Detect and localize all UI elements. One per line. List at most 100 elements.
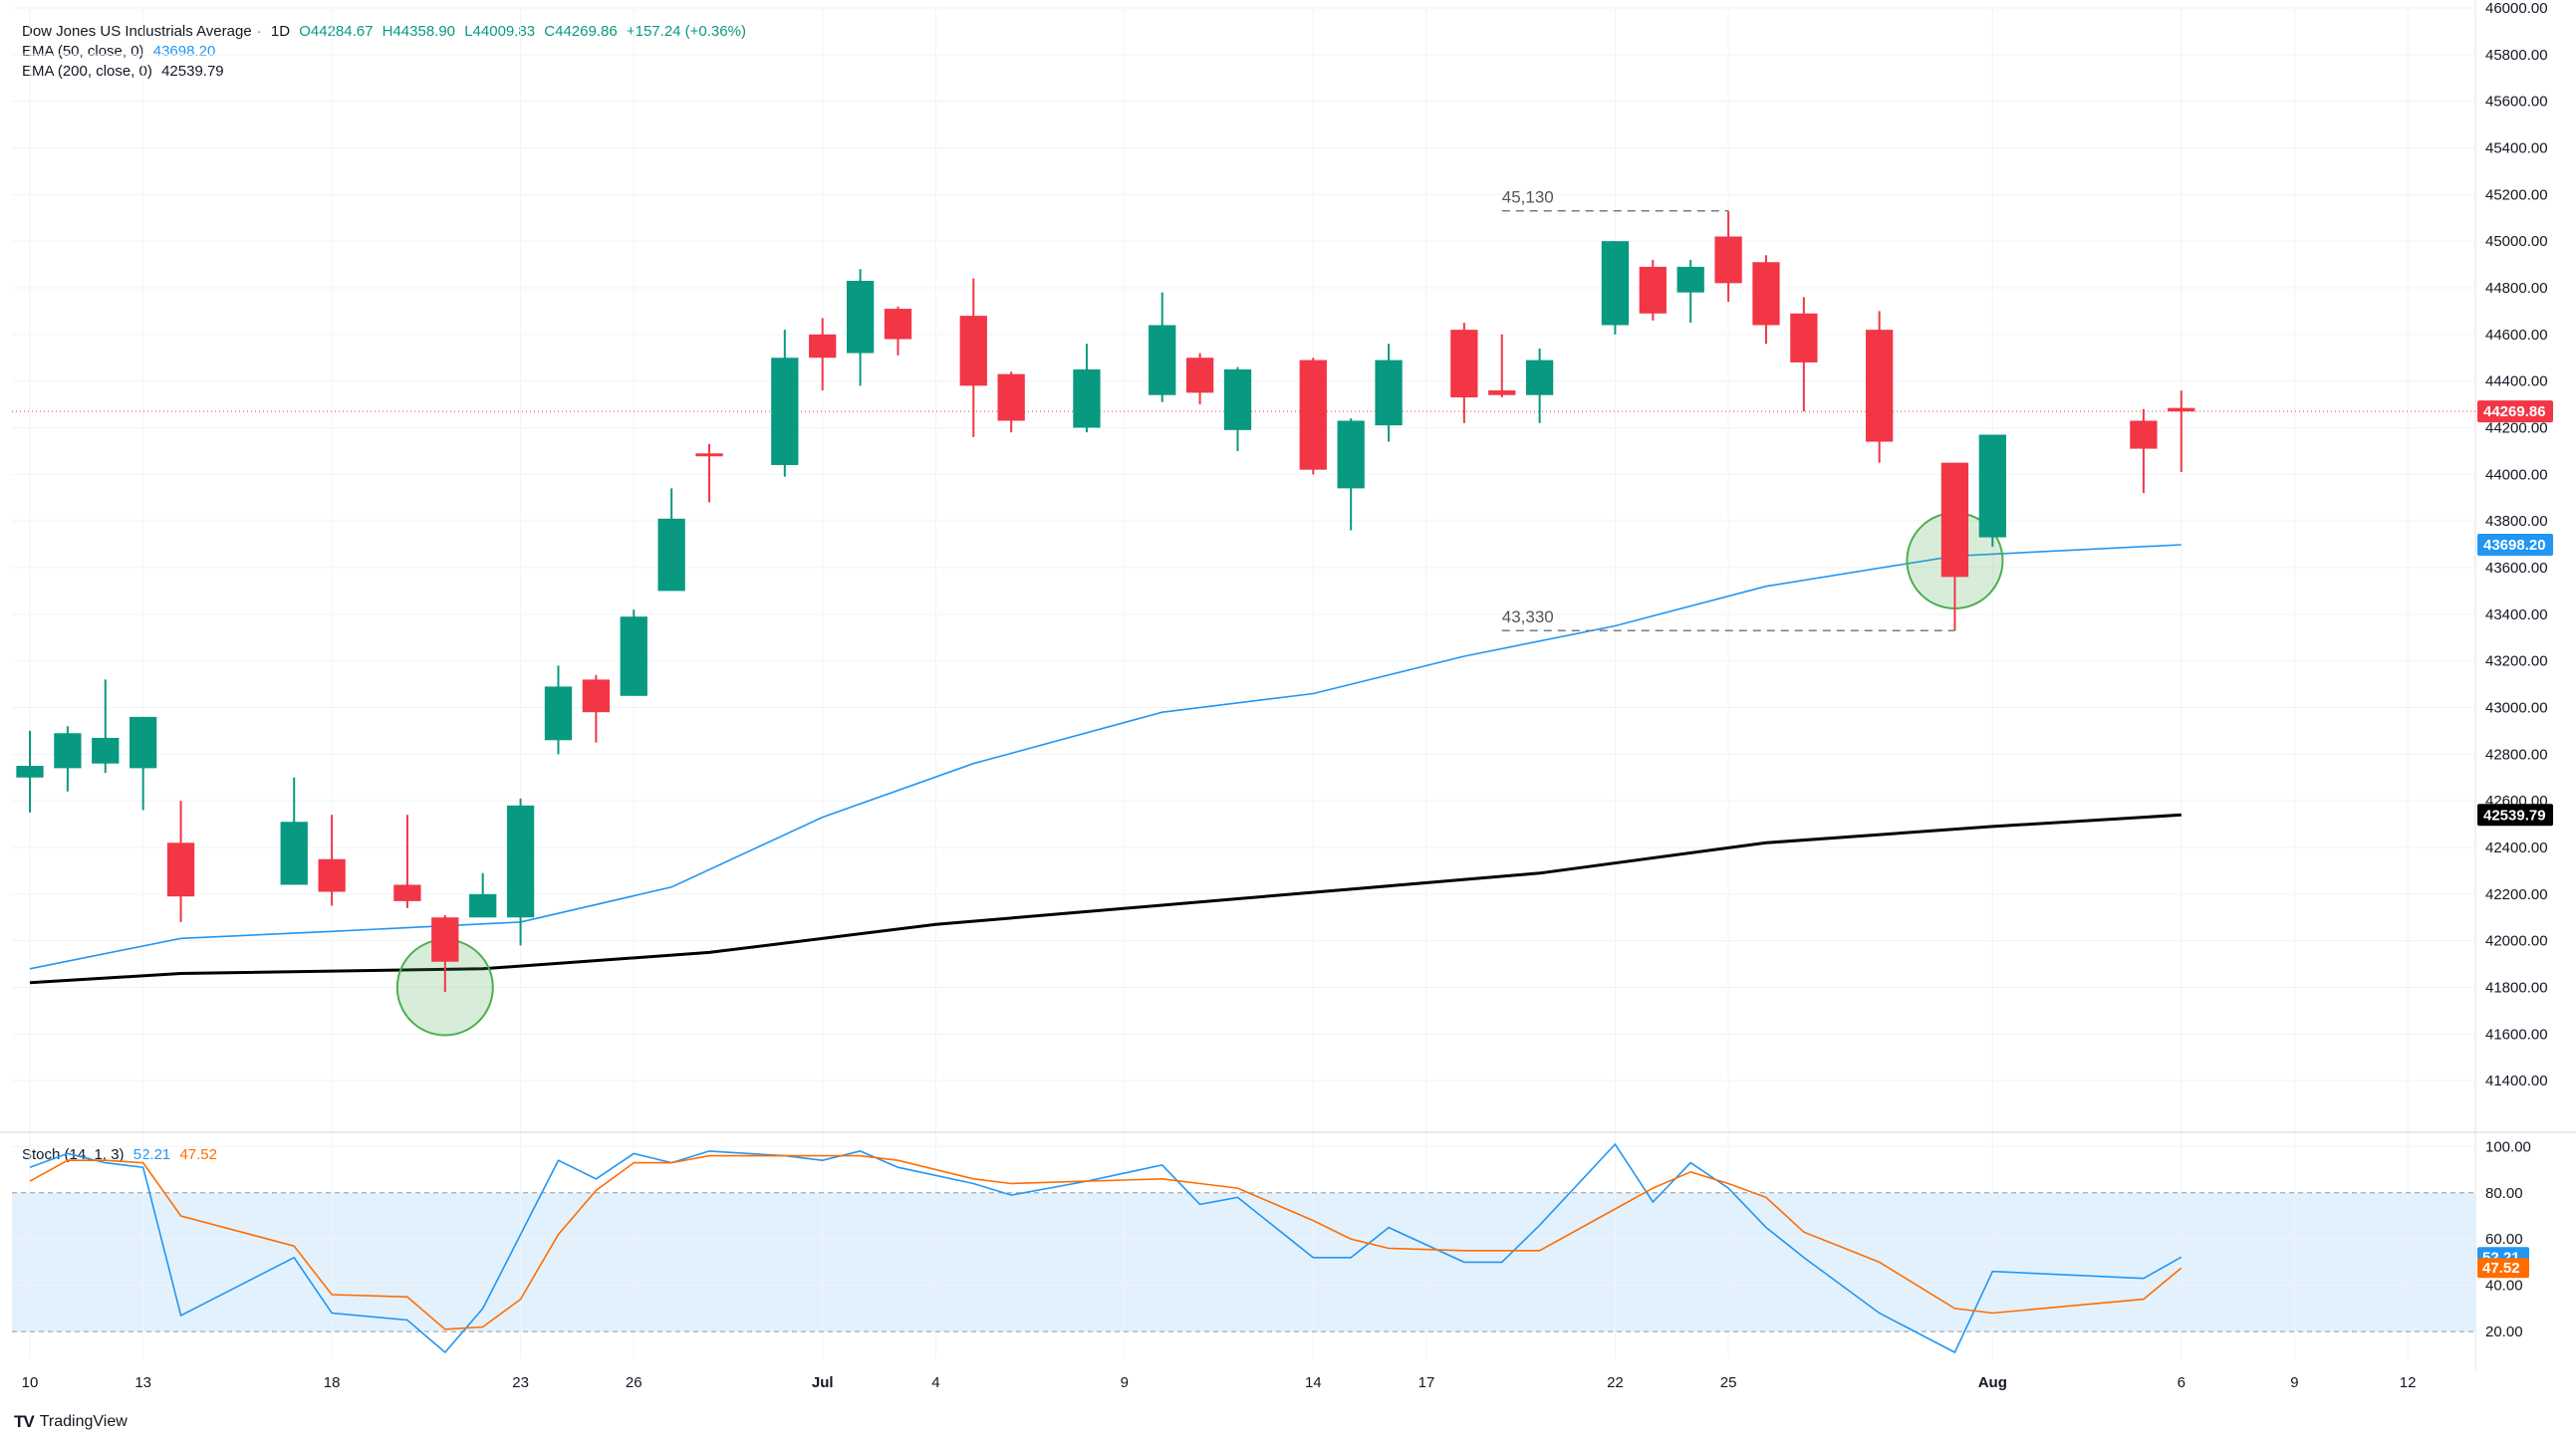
candle-body (620, 616, 647, 696)
y-tick-label: 45200.00 (2485, 186, 2548, 203)
candle[interactable] (1299, 358, 1327, 475)
candle[interactable] (2168, 390, 2195, 473)
candle-body (318, 858, 346, 892)
x-tick-label: 23 (512, 1374, 529, 1391)
legend-row-symbol: Dow Jones US Industrials Average · 1D O44… (22, 23, 746, 40)
x-tick-label: 9 (1121, 1374, 1129, 1391)
candle[interactable] (884, 306, 912, 356)
stoch-k-line[interactable] (29, 1142, 2183, 1354)
price-legend: Dow Jones US Industrials Average · 1D O44… (22, 22, 751, 82)
symbol-name[interactable]: Dow Jones US Industrials Average (22, 23, 252, 40)
stoch-y-tick-label: 40.00 (2485, 1278, 2523, 1295)
candle[interactable] (809, 318, 837, 391)
candle-body (1790, 313, 1818, 362)
candle[interactable] (1978, 434, 2006, 547)
y-tick-label: 42200.00 (2485, 886, 2548, 903)
y-tick-label: 43000.00 (2485, 700, 2548, 717)
candle[interactable] (1223, 366, 1252, 451)
candle[interactable] (280, 777, 308, 885)
candle[interactable] (582, 674, 610, 743)
candle[interactable] (959, 278, 987, 437)
candle[interactable] (1790, 297, 1818, 412)
candle[interactable] (166, 801, 195, 922)
candle[interactable] (1185, 353, 1214, 405)
candle-body (1450, 330, 1478, 398)
candle[interactable] (54, 726, 82, 792)
candle-body (393, 884, 421, 901)
stoch-d-line[interactable] (29, 1154, 2183, 1330)
candle-body (657, 518, 685, 592)
y-tick-label: 45600.00 (2485, 94, 2548, 111)
candle[interactable] (1752, 255, 1780, 345)
candle[interactable] (1639, 259, 1667, 321)
candle-body (54, 733, 82, 769)
ema200-label[interactable]: EMA (200, close, 0) (22, 63, 152, 80)
candle[interactable] (620, 609, 647, 696)
candle-body (16, 766, 44, 778)
ema50-label[interactable]: EMA (50, close, 0) (22, 43, 144, 60)
candle[interactable] (393, 815, 421, 908)
stoch-d-value: 47.52 (179, 1146, 217, 1163)
candle-body (846, 280, 875, 354)
y-tick-label: 43600.00 (2485, 560, 2548, 577)
y-tick-label: 45000.00 (2485, 233, 2548, 250)
candle[interactable] (657, 488, 685, 592)
x-tick-label: 10 (22, 1374, 39, 1391)
candle-body (1149, 325, 1176, 395)
candle[interactable] (1375, 344, 1403, 442)
candle[interactable] (1601, 241, 1630, 335)
tradingview-name: TradingView (39, 1413, 128, 1430)
candle-body (1676, 266, 1704, 293)
candle-body (166, 842, 195, 897)
candle-body (1978, 434, 2006, 538)
tradingview-logo[interactable]: TV TradingView (14, 1412, 128, 1432)
stoch-axis-marker-bg (2477, 1258, 2529, 1279)
candle-body (129, 716, 157, 769)
stoch-y-tick-label: 20.00 (2485, 1323, 2523, 1340)
price-axis-marker: 44269.86 (2477, 400, 2553, 423)
ema200-line[interactable] (29, 813, 2182, 985)
candle[interactable] (997, 371, 1025, 433)
candle[interactable] (1714, 210, 1742, 303)
candle[interactable] (771, 330, 799, 477)
candle[interactable] (1337, 418, 1365, 531)
candle[interactable] (1866, 311, 1894, 463)
interval-label[interactable]: 1D (270, 23, 291, 40)
candle[interactable] (695, 443, 723, 503)
candle-body (959, 316, 987, 386)
change-value: +157.24 (+0.36%) (626, 23, 746, 40)
stoch-k-value: 52.21 (132, 1146, 171, 1163)
ema50-line[interactable] (29, 544, 2182, 970)
candle[interactable] (846, 269, 875, 386)
candle[interactable] (1525, 348, 1554, 423)
candle-body (771, 358, 799, 465)
price-axis-marker-bg (2477, 534, 2553, 557)
candle[interactable] (1676, 259, 1704, 324)
candle[interactable] (129, 716, 157, 811)
candle[interactable] (1450, 323, 1478, 423)
candle-body (280, 822, 308, 885)
candle[interactable] (1073, 344, 1101, 433)
candle[interactable] (16, 730, 44, 813)
stoch-y-tick-label: 100.00 (2485, 1138, 2531, 1155)
stoch-band (12, 1192, 2475, 1332)
candle[interactable] (1149, 292, 1176, 402)
y-tick-label: 42400.00 (2485, 840, 2548, 856)
candle[interactable] (469, 872, 497, 918)
candle[interactable] (318, 815, 346, 906)
legend-row-ema50: EMA (50, close, 0) 43698.20 (22, 42, 751, 62)
candle[interactable] (506, 798, 535, 946)
y-tick-label: 42800.00 (2485, 746, 2548, 763)
candle[interactable] (1488, 334, 1516, 398)
y-tick-label: 43800.00 (2485, 513, 2548, 530)
y-tick-label: 45800.00 (2485, 47, 2548, 64)
candle[interactable] (544, 665, 573, 755)
candle[interactable] (92, 679, 120, 774)
candle-body (1866, 330, 1894, 442)
y-tick-label: 45400.00 (2485, 140, 2548, 157)
candle[interactable] (1940, 462, 1969, 631)
stoch-y-tick-label: 80.00 (2485, 1185, 2523, 1202)
candle[interactable] (2130, 408, 2158, 494)
candle[interactable] (431, 914, 459, 993)
